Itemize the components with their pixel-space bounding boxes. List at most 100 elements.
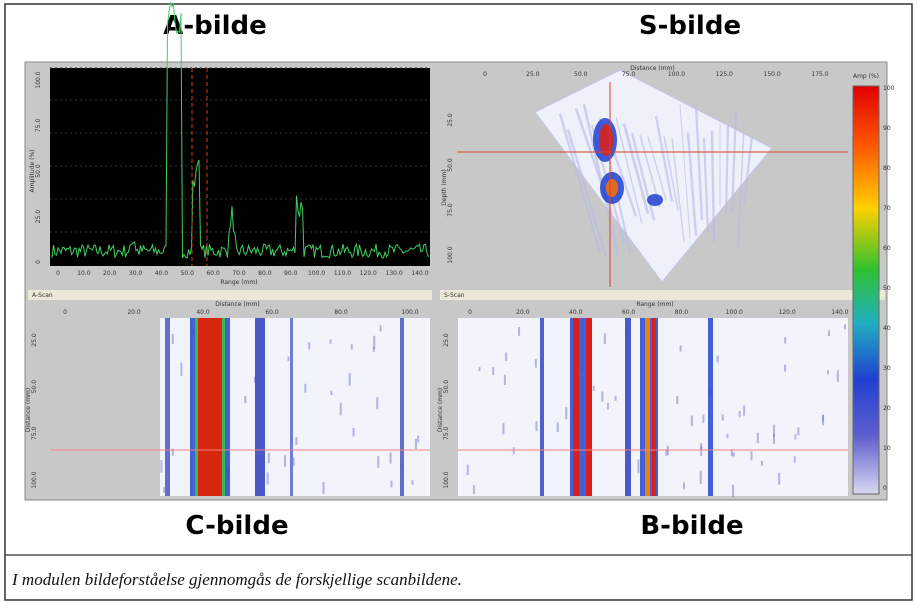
x-tick-label: 125.0 <box>716 71 733 78</box>
speckle <box>180 362 183 376</box>
x-tick-label: 40.0 <box>155 270 169 277</box>
y-tick-label: 50.0 <box>31 380 38 394</box>
texture <box>694 105 704 220</box>
x-tick-label: 50.0 <box>181 270 195 277</box>
speckle <box>414 438 417 449</box>
stripe <box>645 318 650 496</box>
x-tick-label: 140.0 <box>411 270 428 277</box>
stripe <box>586 318 592 496</box>
speckle <box>676 396 679 405</box>
speckle <box>738 410 741 418</box>
speckle <box>372 347 375 352</box>
speckle <box>253 376 256 383</box>
speckle <box>794 434 797 440</box>
speckle <box>350 344 353 350</box>
speckle <box>797 427 800 436</box>
speckle <box>284 455 287 467</box>
title-b: B-bilde <box>640 511 743 541</box>
speckle <box>390 480 393 488</box>
x-tick-label: 100.0 <box>726 309 743 316</box>
texture <box>654 115 674 202</box>
y-tick-label: 50.0 <box>447 158 454 172</box>
stripe <box>290 318 293 496</box>
y-axis-label: Distance (mm) <box>25 388 32 433</box>
stripe <box>198 318 222 496</box>
texture <box>679 104 691 238</box>
speckle <box>373 335 376 349</box>
echo <box>647 194 663 206</box>
x-tick-label: 150.0 <box>764 71 781 78</box>
y-tick-label: 100.0 <box>443 471 450 488</box>
x-tick-label: 140.0 <box>831 309 848 316</box>
y-tick-label: 25.0 <box>35 210 42 224</box>
speckle <box>473 485 476 494</box>
caption: I modulen bildeforståelse gjennomgås de … <box>11 570 462 589</box>
texture <box>558 113 602 254</box>
x-tick-label: 100.0 <box>308 270 325 277</box>
x-tick-label: 40.0 <box>196 309 210 316</box>
texture <box>686 132 698 236</box>
speckle <box>503 374 506 386</box>
echo <box>606 179 618 197</box>
x-tick-label: 60.0 <box>622 309 636 316</box>
y-tick-label: 25.0 <box>31 333 38 347</box>
x-axis-label: Range (mm) <box>636 301 673 308</box>
y-tick-label: 0 <box>35 260 42 264</box>
texture <box>615 117 643 224</box>
speckle <box>721 414 724 421</box>
s-status-bar <box>440 290 885 300</box>
y-tick-label: 75.0 <box>443 426 450 440</box>
stripe <box>165 318 170 496</box>
stripe <box>400 318 404 496</box>
stripe <box>540 318 544 496</box>
x-tick-label: 75.0 <box>622 71 636 78</box>
speckle <box>287 356 290 362</box>
texture <box>630 132 656 221</box>
speckle <box>700 446 703 451</box>
stripe <box>708 318 713 496</box>
colorbar <box>852 85 880 495</box>
colorbar-label: Amp (%) <box>853 73 879 80</box>
colorbar-tick: 70 <box>883 205 891 212</box>
speckle <box>512 447 515 455</box>
speckle <box>679 345 682 352</box>
texture <box>582 103 620 256</box>
speckle <box>603 333 606 344</box>
speckle <box>377 456 380 468</box>
colorbar-tick: 50 <box>883 285 891 292</box>
a-status: A-Scan <box>32 292 53 299</box>
speckle <box>784 364 787 372</box>
colorbar-tick: 80 <box>883 165 891 172</box>
x-tick-label: 80.0 <box>334 309 348 316</box>
title-a: A-bilde <box>163 11 267 41</box>
speckle <box>822 415 825 426</box>
speckle <box>304 383 307 393</box>
speckle <box>702 414 705 423</box>
speckle <box>793 456 796 463</box>
colorbar-tick: 60 <box>883 245 891 252</box>
colorbar-tick: 20 <box>883 405 891 412</box>
colorbar-tick: 10 <box>883 445 891 452</box>
x-tick-label: 80.0 <box>258 270 272 277</box>
x-tick-label: 25.0 <box>526 71 540 78</box>
stripe <box>255 318 265 496</box>
x-axis-label: Distance (mm) <box>630 65 675 72</box>
speckle <box>308 342 311 350</box>
speckle <box>411 480 414 485</box>
texture <box>742 136 754 204</box>
texture <box>710 131 716 243</box>
speckle <box>534 359 537 368</box>
x-tick-label: 0 <box>56 270 60 277</box>
speckle <box>726 433 729 439</box>
a-trace <box>51 2 429 259</box>
texture <box>730 109 738 214</box>
speckle <box>492 366 495 375</box>
speckle <box>348 373 351 386</box>
x-tick-label: 10.0 <box>77 270 91 277</box>
x-tick-label: 20.0 <box>127 309 141 316</box>
speckle <box>827 370 830 375</box>
speckle <box>163 486 166 493</box>
speckle <box>565 406 568 420</box>
x-tick-label: 0 <box>63 309 67 316</box>
